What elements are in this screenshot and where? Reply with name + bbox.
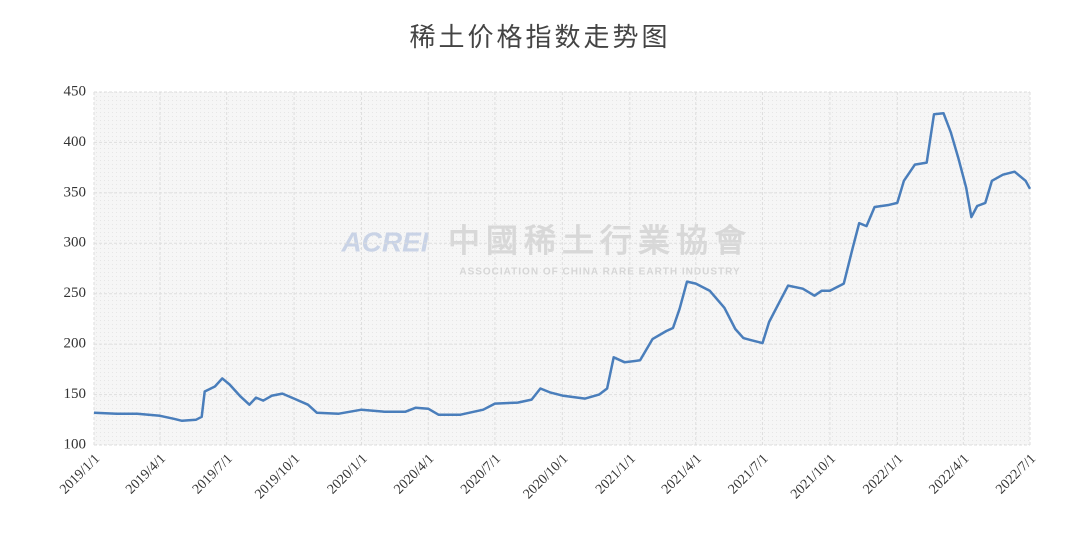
x-tick-label: 2019/7/1 [190, 451, 236, 497]
y-tick-label: 100 [64, 436, 87, 452]
x-tick-label: 2019/1/1 [57, 451, 103, 497]
x-tick-label: 2021/4/1 [659, 451, 705, 497]
y-tick-label: 250 [64, 285, 87, 301]
y-tick-label: 450 [64, 83, 87, 99]
y-tick-label: 200 [64, 336, 87, 352]
x-tick-label: 2022/1/1 [861, 451, 907, 497]
x-tick-label: 2022/4/1 [927, 451, 973, 497]
chart-title: 稀土价格指数走势图 [409, 23, 670, 52]
y-tick-label: 400 [64, 134, 87, 150]
x-tick-label: 2019/10/1 [252, 451, 303, 502]
y-tick-label: 350 [64, 184, 87, 200]
line [93, 111, 1032, 423]
x-tick-label: 2022/7/1 [993, 451, 1039, 497]
y-tick-label: 300 [64, 235, 87, 251]
watermark-name: 中國稀土行業協會 [448, 222, 752, 258]
x-tick-label: 2021/7/1 [726, 451, 772, 497]
x-tick-label: 2020/4/1 [392, 451, 438, 497]
y-tick-label: 150 [64, 386, 87, 402]
x-tick-label: 2021/10/1 [788, 451, 839, 502]
x-tick-label: 2020/10/1 [521, 451, 572, 502]
watermark-logo: ACREI [340, 226, 429, 257]
watermark-subtitle: ASSOCIATION OF CHINA RARE EARTH INDUSTRY [459, 267, 740, 278]
x-tick-label: 2021/1/1 [593, 451, 639, 497]
x-tick-label: 2019/4/1 [123, 451, 169, 497]
x-tick-label: 2020/7/1 [458, 451, 504, 497]
x-tick-label: 2020/1/1 [325, 451, 371, 497]
